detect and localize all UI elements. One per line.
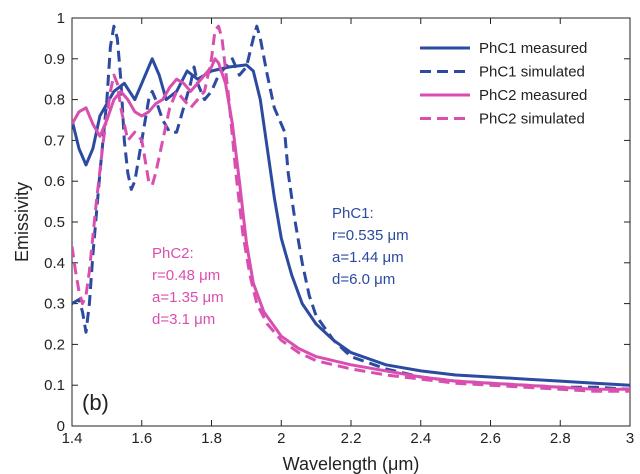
legend-label: PhC1 simulated [479, 64, 585, 81]
annotation-line: d=3.1 μm [152, 311, 215, 328]
annotation-line: r=0.48 μm [152, 267, 220, 284]
x-tick-label: 1.4 [62, 430, 83, 447]
legend-label: PhC1 measured [479, 40, 587, 57]
series-line-phc2-simulated [72, 24, 630, 393]
y-axis: 0 0.1 0.2 0.3 0.4 0.5 0.6 0.7 0.8 0.9 1 [44, 10, 630, 435]
legend: PhC1 measured PhC1 simulated PhC2 measured… [420, 40, 587, 128]
y-tick-label: 0.7 [44, 132, 65, 149]
legend-label: PhC2 measured [479, 87, 587, 104]
x-axis: 1.4 1.6 1.8 2 2.2 2.4 2.6 2.8 3 [62, 18, 634, 447]
legend-label: PhC2 simulated [479, 111, 585, 128]
x-tick-label: 2.6 [480, 430, 501, 447]
x-tick-label: 2.8 [550, 430, 571, 447]
plot-area [71, 17, 631, 427]
x-tick-label: 2.4 [410, 430, 431, 447]
y-tick-label: 0.8 [44, 92, 65, 109]
y-tick-label: 1 [57, 10, 65, 27]
y-tick-label: 0.9 [44, 51, 65, 68]
x-tick-label: 1.6 [131, 430, 152, 447]
x-tick-label: 1.8 [201, 430, 222, 447]
annotation-line: r=0.535 μm [332, 227, 409, 244]
y-tick-label: 0.3 [44, 296, 65, 313]
annotation-phc1: PhC1: r=0.535 μm a=1.44 μm d=6.0 μm [332, 205, 409, 288]
y-tick-label: 0.1 [44, 377, 65, 394]
series-line-phc1-simulated [72, 24, 630, 391]
annotation-line: PhC2: [152, 245, 194, 262]
panel-label: (b) [82, 390, 109, 415]
x-tick-label: 2 [277, 430, 285, 447]
series-lines [72, 24, 630, 393]
y-tick-label: 0.2 [44, 336, 65, 353]
annotation-line: PhC1: [332, 205, 374, 222]
annotation-phc2: PhC2: r=0.48 μm a=1.35 μm d=3.1 μm [152, 245, 224, 328]
y-tick-label: 0 [57, 418, 65, 435]
x-tick-label: 3 [626, 430, 634, 447]
y-axis-title: Emissivity [12, 182, 32, 262]
y-tick-label: 0.5 [44, 214, 65, 231]
x-tick-label: 2.2 [341, 430, 362, 447]
annotation-line: a=1.35 μm [152, 289, 224, 306]
annotation-line: a=1.44 μm [332, 249, 404, 266]
annotation-line: d=6.0 μm [332, 271, 395, 288]
y-tick-label: 0.6 [44, 173, 65, 190]
x-axis-title: Wavelength (μm) [283, 454, 420, 474]
y-tick-label: 0.4 [44, 255, 65, 272]
series-line-phc1-measured [72, 57, 630, 387]
